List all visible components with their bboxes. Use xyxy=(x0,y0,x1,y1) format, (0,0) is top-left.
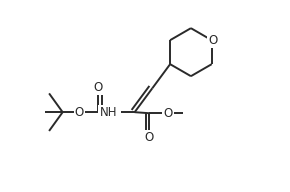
Text: O: O xyxy=(93,81,103,94)
Text: O: O xyxy=(145,131,154,144)
Text: NH: NH xyxy=(99,106,117,119)
Text: O: O xyxy=(75,106,84,119)
Text: O: O xyxy=(164,107,173,120)
Text: O: O xyxy=(208,34,218,47)
